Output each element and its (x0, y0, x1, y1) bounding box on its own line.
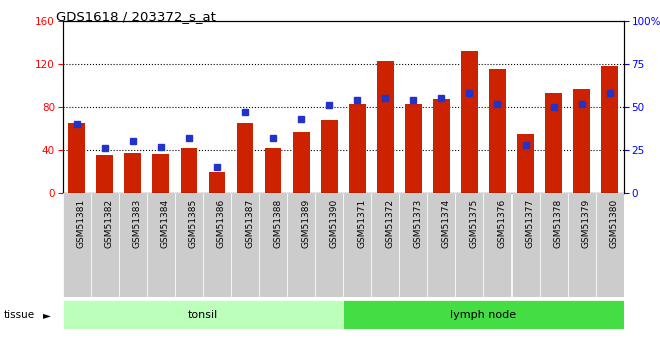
Bar (321, 120, 337, 193)
Text: GSM51376: GSM51376 (498, 198, 506, 248)
Bar (461, 51, 478, 193)
Text: GSM51389: GSM51389 (301, 198, 310, 248)
Bar (399, 193, 428, 297)
Bar (124, 153, 141, 193)
Text: GSM51381: GSM51381 (77, 198, 86, 248)
Bar (63, 193, 91, 297)
Bar (292, 132, 310, 193)
Bar (343, 193, 371, 297)
Text: GSM51378: GSM51378 (554, 198, 562, 248)
Bar (231, 193, 259, 297)
Bar (119, 193, 147, 297)
Bar (265, 148, 281, 193)
Bar (147, 193, 175, 297)
Text: GSM51390: GSM51390 (329, 198, 338, 248)
Text: GSM51372: GSM51372 (385, 198, 394, 247)
Bar (568, 193, 595, 297)
Text: GSM51384: GSM51384 (161, 198, 170, 247)
Bar (455, 193, 483, 297)
Bar (483, 193, 512, 297)
Bar (91, 193, 119, 297)
Text: ►: ► (43, 310, 51, 320)
Text: lymph node: lymph node (450, 310, 517, 320)
Text: tissue: tissue (3, 310, 34, 320)
Bar (512, 193, 539, 297)
Text: GSM51373: GSM51373 (413, 198, 422, 248)
Bar (343, 300, 624, 329)
Bar (427, 193, 455, 297)
Text: GSM51382: GSM51382 (105, 198, 114, 247)
Text: GSM51375: GSM51375 (469, 198, 478, 248)
Bar (348, 104, 366, 193)
Bar (539, 193, 568, 297)
Text: GSM51383: GSM51383 (133, 198, 142, 248)
Bar (69, 123, 85, 193)
Bar (63, 300, 343, 329)
Bar (203, 193, 231, 297)
Bar (175, 193, 203, 297)
Text: tonsil: tonsil (188, 310, 218, 320)
Bar (371, 193, 399, 297)
Bar (433, 99, 449, 193)
Bar (377, 61, 393, 193)
Bar (315, 193, 343, 297)
Text: GSM51377: GSM51377 (525, 198, 535, 248)
Bar (489, 69, 506, 193)
Text: GDS1618 / 203372_s_at: GDS1618 / 203372_s_at (56, 10, 216, 23)
Text: GSM51386: GSM51386 (217, 198, 226, 248)
Bar (236, 123, 253, 193)
Text: GSM51371: GSM51371 (357, 198, 366, 248)
Bar (259, 193, 287, 297)
Text: GSM51387: GSM51387 (245, 198, 254, 248)
Bar (573, 89, 590, 193)
Bar (287, 193, 315, 297)
Bar (601, 66, 618, 193)
Bar (96, 156, 114, 193)
Bar (180, 148, 197, 193)
Text: GSM51380: GSM51380 (610, 198, 618, 248)
Bar (405, 104, 422, 193)
Text: GSM51385: GSM51385 (189, 198, 198, 248)
Text: GSM51374: GSM51374 (442, 198, 450, 247)
Bar (152, 155, 169, 193)
Bar (517, 134, 534, 193)
Bar (595, 193, 624, 297)
Text: GSM51379: GSM51379 (581, 198, 591, 248)
Bar (545, 93, 562, 193)
Bar (209, 171, 225, 193)
Text: GSM51388: GSM51388 (273, 198, 282, 248)
